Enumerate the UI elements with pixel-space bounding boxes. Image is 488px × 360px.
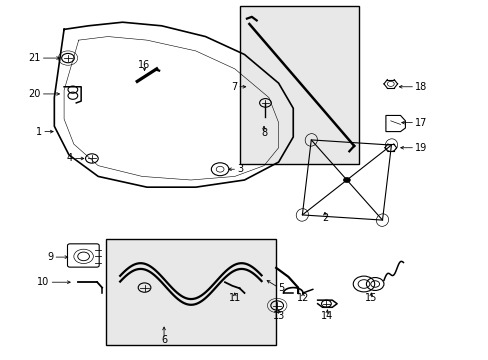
- Text: 13: 13: [272, 311, 284, 321]
- Text: 12: 12: [296, 293, 308, 303]
- Text: 4: 4: [66, 153, 73, 163]
- Text: 17: 17: [414, 118, 427, 128]
- Text: 3: 3: [237, 164, 243, 174]
- Text: 16: 16: [138, 60, 150, 70]
- Text: 5: 5: [278, 283, 285, 293]
- Text: 14: 14: [321, 311, 333, 321]
- Text: 6: 6: [161, 334, 167, 345]
- FancyBboxPatch shape: [105, 239, 276, 345]
- Circle shape: [343, 177, 349, 183]
- Text: 8: 8: [261, 129, 266, 138]
- FancyBboxPatch shape: [239, 6, 358, 164]
- Text: 15: 15: [365, 293, 377, 303]
- Text: 19: 19: [414, 143, 427, 153]
- Text: 7: 7: [230, 82, 237, 92]
- Text: 21: 21: [28, 53, 41, 63]
- Text: 20: 20: [28, 89, 41, 99]
- Text: 1: 1: [36, 127, 42, 136]
- Text: 2: 2: [321, 213, 327, 222]
- Text: 9: 9: [47, 252, 53, 262]
- Text: 10: 10: [37, 277, 49, 287]
- Text: 11: 11: [228, 293, 241, 303]
- Text: 18: 18: [414, 82, 427, 92]
